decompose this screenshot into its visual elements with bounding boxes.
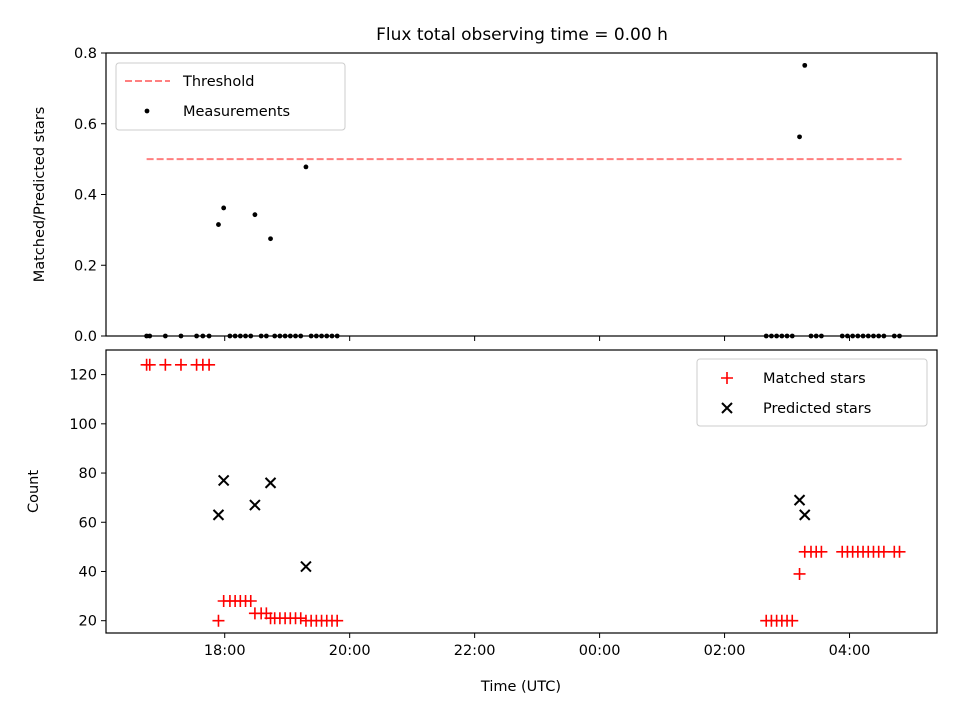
top-legend: Threshold Measurements [115,62,346,131]
matched-star-point [212,614,225,627]
matched-star-point [159,358,172,371]
top-y-tick-label: 0.4 [74,188,97,204]
matched-star-point [877,545,890,558]
measurement-point [797,134,802,140]
measurement-point [268,236,273,242]
top-ticks: 0.0 0.2 0.4 0.6 0.8 [74,46,851,345]
matched-star-point [174,358,187,371]
legend-predicted-label: Predicted stars [763,401,871,417]
measurement-point [802,62,808,68]
top-legend-box [115,62,346,131]
matched-star-point [786,614,799,627]
legend-matched-label: Matched stars [763,371,866,387]
legend-matched-swatch [721,372,733,384]
predicted-star-point [264,477,277,489]
predicted-star-point [793,494,806,506]
bottom-ticks: 18:00 20:00 22:00 00:00 02:00 04:00 20 40 60 80 10… [69,368,870,659]
top-y-tick-label: 0.0 [74,329,97,345]
x-tick-label: 20:00 [329,643,371,659]
predicted-star-point [212,509,225,521]
legend-measurements-label: Measurements [183,104,290,120]
measurement-point [221,205,227,211]
bottom-legend-box [696,358,928,427]
top-y-axis-label: Matched/Predicted stars [32,107,48,283]
matched-star-point [244,595,257,608]
measurement-point [303,164,309,170]
x-tick-label: 02:00 [704,643,746,659]
legend-measurements-swatch [144,108,150,114]
bottom-plot-frame [105,349,938,634]
measurement-point [252,212,258,218]
bottom-y-tick-label: 20 [79,614,97,630]
bottom-legend: Matched stars Predicted stars [696,358,928,427]
predicted-star-point [300,560,312,573]
bottom-marks [140,358,906,627]
top-plot: 0.00.20.40.60.8 Matched/Predicted stars … [32,46,938,345]
matched-star-point [143,358,156,371]
bottom-y-axis-label: Count [26,470,42,513]
bottom-y-tick-label: 120 [69,368,97,384]
predicted-star-point [799,509,811,521]
measurement-point [216,222,221,227]
top-marks [144,62,902,339]
legend-threshold-label: Threshold [182,74,254,90]
matched-star-point [331,614,344,627]
matched-star-point [815,545,828,558]
matched-star-point [893,545,906,558]
x-tick-label: 00:00 [579,643,621,659]
top-y-tick-label: 0.6 [74,117,97,133]
x-axis-label: Time (UTC) [480,679,561,695]
predicted-star-point [249,499,261,511]
bottom-y-tick-label: 60 [79,515,97,531]
top-y-tick-label: 0.2 [74,258,97,274]
top-y-tick-label: 0.8 [74,46,97,62]
matched-star-point [203,358,216,371]
top-plot-frame [105,52,938,337]
bottom-plot: 18:00 20:00 22:00 00:00 02:00 04:00 20 40 60 80 10… [26,349,938,695]
x-tick-label: 22:00 [454,643,496,659]
chart-title: Flux total observing time = 0.00 h [376,25,668,45]
matched-star-point [793,567,806,580]
x-tick-label: 04:00 [829,643,871,659]
matched-star-point [294,612,307,625]
bottom-y-tick-label: 100 [69,417,97,433]
bottom-y-tick-label: 80 [79,466,97,482]
legend-predicted-swatch [721,402,733,414]
x-tick-label: 18:00 [204,643,246,659]
bottom-y-tick-label: 40 [79,564,97,580]
predicted-star-point [217,474,230,487]
